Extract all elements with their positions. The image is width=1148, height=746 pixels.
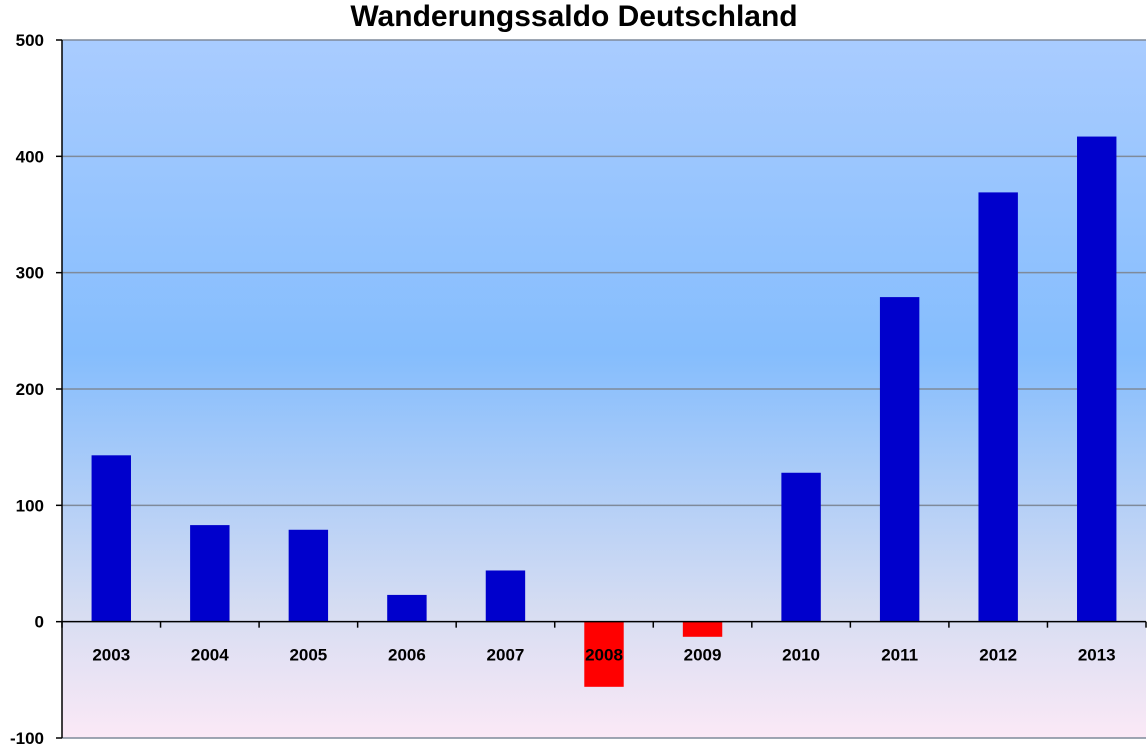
x-tick-label: 2005	[289, 646, 327, 665]
bar	[1077, 136, 1117, 622]
x-tick-label: 2006	[388, 646, 426, 665]
bar	[879, 297, 920, 622]
x-tick-label: 2007	[487, 646, 525, 665]
x-tick-label: 2011	[881, 646, 918, 665]
y-tick-label: 200	[16, 380, 44, 399]
y-tick-labels: -100 0 100 200 300 400 500	[10, 31, 44, 746]
bar	[682, 621, 723, 637]
axes	[56, 39, 1147, 739]
y-tick-label: -100	[10, 729, 44, 746]
x-tick-label: 2008	[585, 646, 623, 665]
chart-title: Wanderungssaldo Deutschland	[350, 0, 798, 33]
bar	[978, 192, 1018, 622]
x-tick-labels: 2003 2004 2005 2006 2007 2008 2009 2010 2011 2012…	[92, 646, 1115, 665]
bar	[485, 570, 526, 622]
bar	[781, 472, 821, 622]
bars	[91, 136, 1117, 687]
x-tick-label: 2012	[979, 646, 1017, 665]
bar	[190, 525, 230, 622]
y-tick-label: 300	[16, 264, 44, 283]
bar	[288, 529, 329, 622]
x-tick-label: 2003	[92, 646, 130, 665]
y-tick-label: 100	[16, 496, 44, 515]
bar	[584, 621, 624, 687]
y-tick-label: 500	[16, 31, 44, 50]
x-tick-label: 2013	[1078, 646, 1116, 665]
y-tick-label: 400	[16, 147, 44, 166]
x-tick-label: 2004	[191, 646, 229, 665]
bar	[91, 455, 131, 622]
x-tick-label: 2009	[684, 646, 722, 665]
bar	[387, 594, 427, 622]
y-tick-label: 0	[35, 613, 44, 632]
x-tick-label: 2010	[782, 646, 820, 665]
gridlines	[62, 39, 1146, 739]
